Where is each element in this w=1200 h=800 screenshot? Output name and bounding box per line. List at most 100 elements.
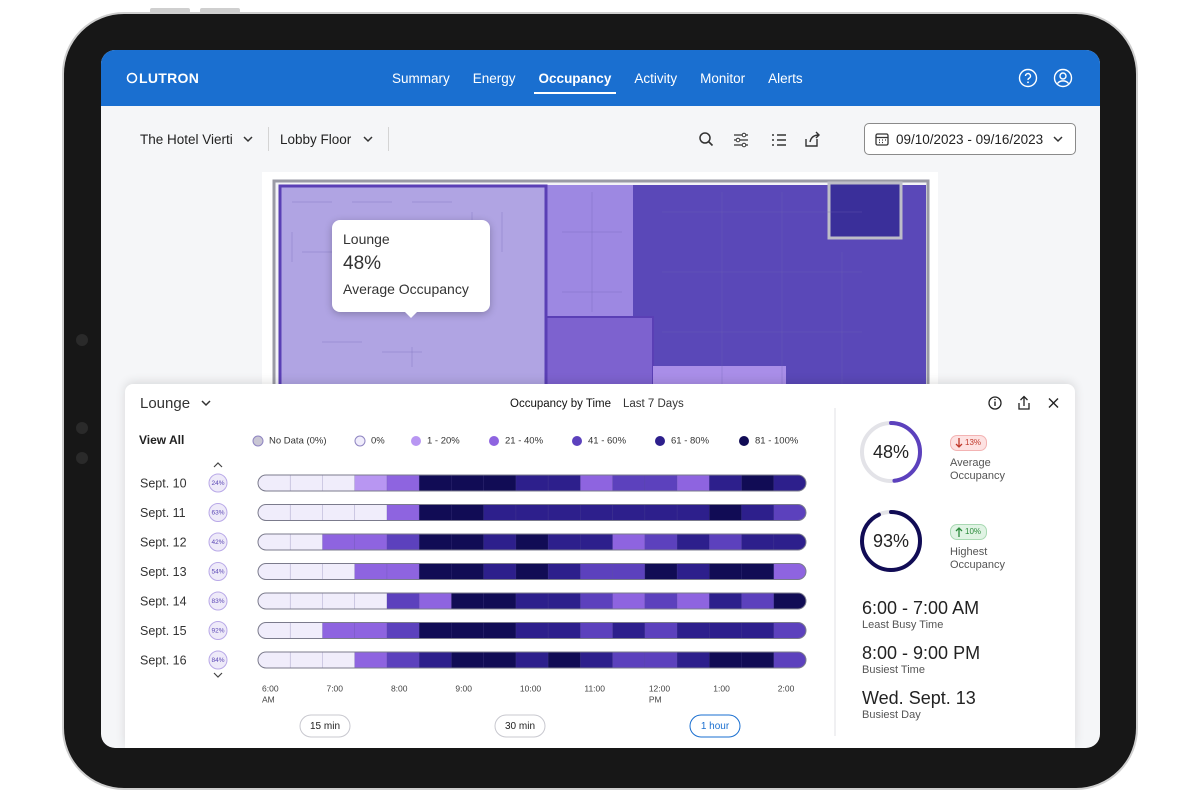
logo-mark	[126, 72, 138, 84]
heat-cell	[451, 563, 485, 580]
time-label: PM	[649, 694, 662, 704]
occupancy-chart: Lounge Occupancy by Time Last 7 Days Vie…	[139, 395, 1059, 738]
tooltip-value: 48%	[343, 253, 382, 274]
heat-cell	[483, 563, 517, 580]
floor-select[interactable]: Lobby Floor	[280, 132, 352, 147]
legend-swatch	[655, 436, 665, 446]
heat-cell	[741, 593, 775, 609]
heat-cell	[644, 504, 678, 521]
heat-cell	[354, 622, 388, 639]
heat-cell	[354, 534, 388, 550]
heat-row	[258, 563, 806, 580]
interval-button[interactable]	[494, 714, 546, 738]
chevron	[243, 136, 253, 143]
heat-cell	[612, 563, 646, 580]
scroll-down[interactable]	[213, 672, 223, 678]
chevron	[201, 400, 211, 407]
heat-cell	[515, 593, 549, 609]
heat-cell	[676, 622, 710, 639]
heat-cell	[258, 593, 291, 609]
heat-cell	[676, 534, 710, 550]
heat-cell	[289, 534, 324, 550]
legend-label: 0%	[371, 436, 385, 447]
heat-cell	[289, 563, 324, 580]
help-icon[interactable]	[1018, 68, 1038, 88]
legend-label: 41 - 60%	[588, 436, 627, 447]
heat-cell	[386, 563, 420, 580]
scroll-up[interactable]	[213, 462, 223, 468]
heat-cell	[708, 622, 743, 639]
heat-cell	[451, 504, 485, 521]
row-badge	[208, 621, 228, 640]
room[interactable]	[827, 181, 903, 240]
heat-cell	[644, 534, 678, 550]
heat-cell	[547, 593, 581, 609]
nav-tab[interactable]: Occupancy	[533, 71, 617, 94]
room[interactable]	[546, 185, 633, 331]
heat-cell	[451, 652, 485, 668]
heat-cell	[741, 622, 775, 639]
heat-cell	[612, 652, 646, 668]
legend-swatch	[354, 435, 366, 447]
view-all[interactable]: View All	[139, 433, 184, 447]
heat-cell	[515, 475, 549, 491]
time-label: 8:00	[391, 683, 408, 693]
heat-cell	[676, 652, 710, 668]
calendar-icon	[875, 133, 889, 146]
legend-label: 61 - 80%	[671, 436, 710, 447]
heat-cell	[580, 475, 614, 491]
heat-cell	[386, 622, 420, 639]
heat-cell	[741, 504, 775, 521]
room-select[interactable]: Lounge	[140, 395, 190, 412]
heat-row	[258, 652, 806, 668]
panel-actions[interactable]	[988, 395, 1059, 410]
nav-tab[interactable]: Summary	[392, 71, 450, 86]
nav-bar: LUTRON Summary Energy Occupancy Activity Mon…	[101, 50, 1100, 106]
heat-cell	[386, 593, 420, 609]
heat-cell	[386, 504, 420, 521]
heat-cell	[773, 622, 806, 639]
legend-label: 81 - 100%	[755, 436, 799, 447]
nav-tab[interactable]: Alerts	[768, 71, 803, 86]
heat-cell	[644, 593, 678, 609]
ring-value	[860, 510, 922, 572]
date-range: 09/10/2023 - 09/16/2023	[896, 132, 1044, 147]
toolbar-icons[interactable]	[698, 130, 928, 150]
heat-cell	[612, 534, 646, 550]
legend-label: 21 - 40%	[505, 436, 544, 447]
heat-cell	[451, 622, 485, 639]
row-badge	[208, 503, 228, 522]
heat-cell	[612, 475, 646, 491]
interval-button[interactable]	[299, 714, 351, 738]
heat-row	[258, 593, 806, 609]
stat-caption: Least Busy Time	[862, 619, 944, 631]
heat-cell	[515, 563, 549, 580]
tooltip-room: Lounge	[343, 231, 390, 247]
interval-label[interactable]: 15 min	[310, 721, 340, 732]
heat-cell	[741, 563, 775, 580]
heat-cell	[258, 475, 291, 491]
interval-button[interactable]	[689, 714, 741, 738]
nav-tab[interactable]: Energy	[472, 71, 516, 86]
heat-cell	[547, 534, 581, 550]
stat-caption: Busiest Time	[862, 664, 925, 676]
row-badge-label: 42%	[211, 539, 224, 546]
heat-cell	[289, 593, 324, 609]
date-range-picker[interactable]: 09/10/2023 - 09/16/2023	[864, 123, 1076, 155]
nav-tab[interactable]: Monitor	[700, 71, 746, 86]
property-select[interactable]: The Hotel Vierti	[140, 132, 233, 147]
legend-swatch	[572, 436, 582, 446]
heat-cell	[258, 504, 291, 521]
heat-cell	[354, 593, 388, 609]
account-icon[interactable]	[1053, 68, 1073, 88]
interval-label[interactable]: 30 min	[505, 721, 535, 732]
nav-tab[interactable]: Activity	[634, 71, 678, 86]
sensor	[76, 422, 88, 434]
heat-cell	[483, 652, 517, 668]
heat-cell	[289, 504, 324, 521]
interval-label[interactable]: 1 hour	[701, 721, 730, 732]
heat-cell	[386, 475, 420, 491]
row-date: Sept. 16	[140, 653, 187, 667]
stat-caption: Highest Occupancy	[950, 546, 1006, 571]
